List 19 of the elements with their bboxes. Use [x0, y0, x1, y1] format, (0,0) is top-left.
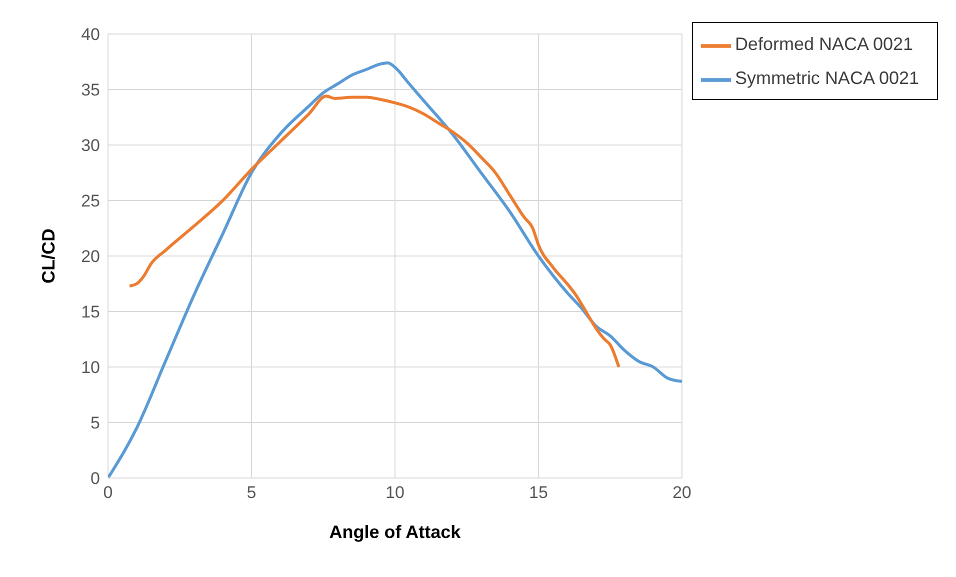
- line-series: [128, 94, 620, 368]
- y-tick-label: 30: [81, 136, 100, 156]
- y-tick-label: 5: [90, 414, 100, 433]
- y-tick-label: 25: [81, 192, 100, 211]
- legend-label: Deformed NACA 0021: [734, 34, 914, 54]
- x-tick-label: 20: [672, 483, 692, 502]
- y-tick-label: 35: [81, 80, 100, 100]
- x-tick-label: 0: [103, 483, 113, 502]
- x-tick-label: 15: [528, 483, 548, 502]
- x-axis-title: Angle of Attack: [329, 522, 462, 542]
- y-tick-label: 0: [90, 469, 100, 488]
- x-tick-label: 5: [246, 483, 256, 502]
- y-tick-label: 40: [81, 25, 100, 44]
- y-tick-label: 10: [81, 358, 100, 378]
- y-tick-label: 15: [81, 302, 100, 322]
- y-tick-label: 20: [81, 247, 100, 266]
- x-tick-label: 10: [386, 483, 404, 502]
- legend-label: Symmetric NACA 0021: [734, 68, 919, 88]
- y-axis-title: CL/CD: [38, 228, 58, 284]
